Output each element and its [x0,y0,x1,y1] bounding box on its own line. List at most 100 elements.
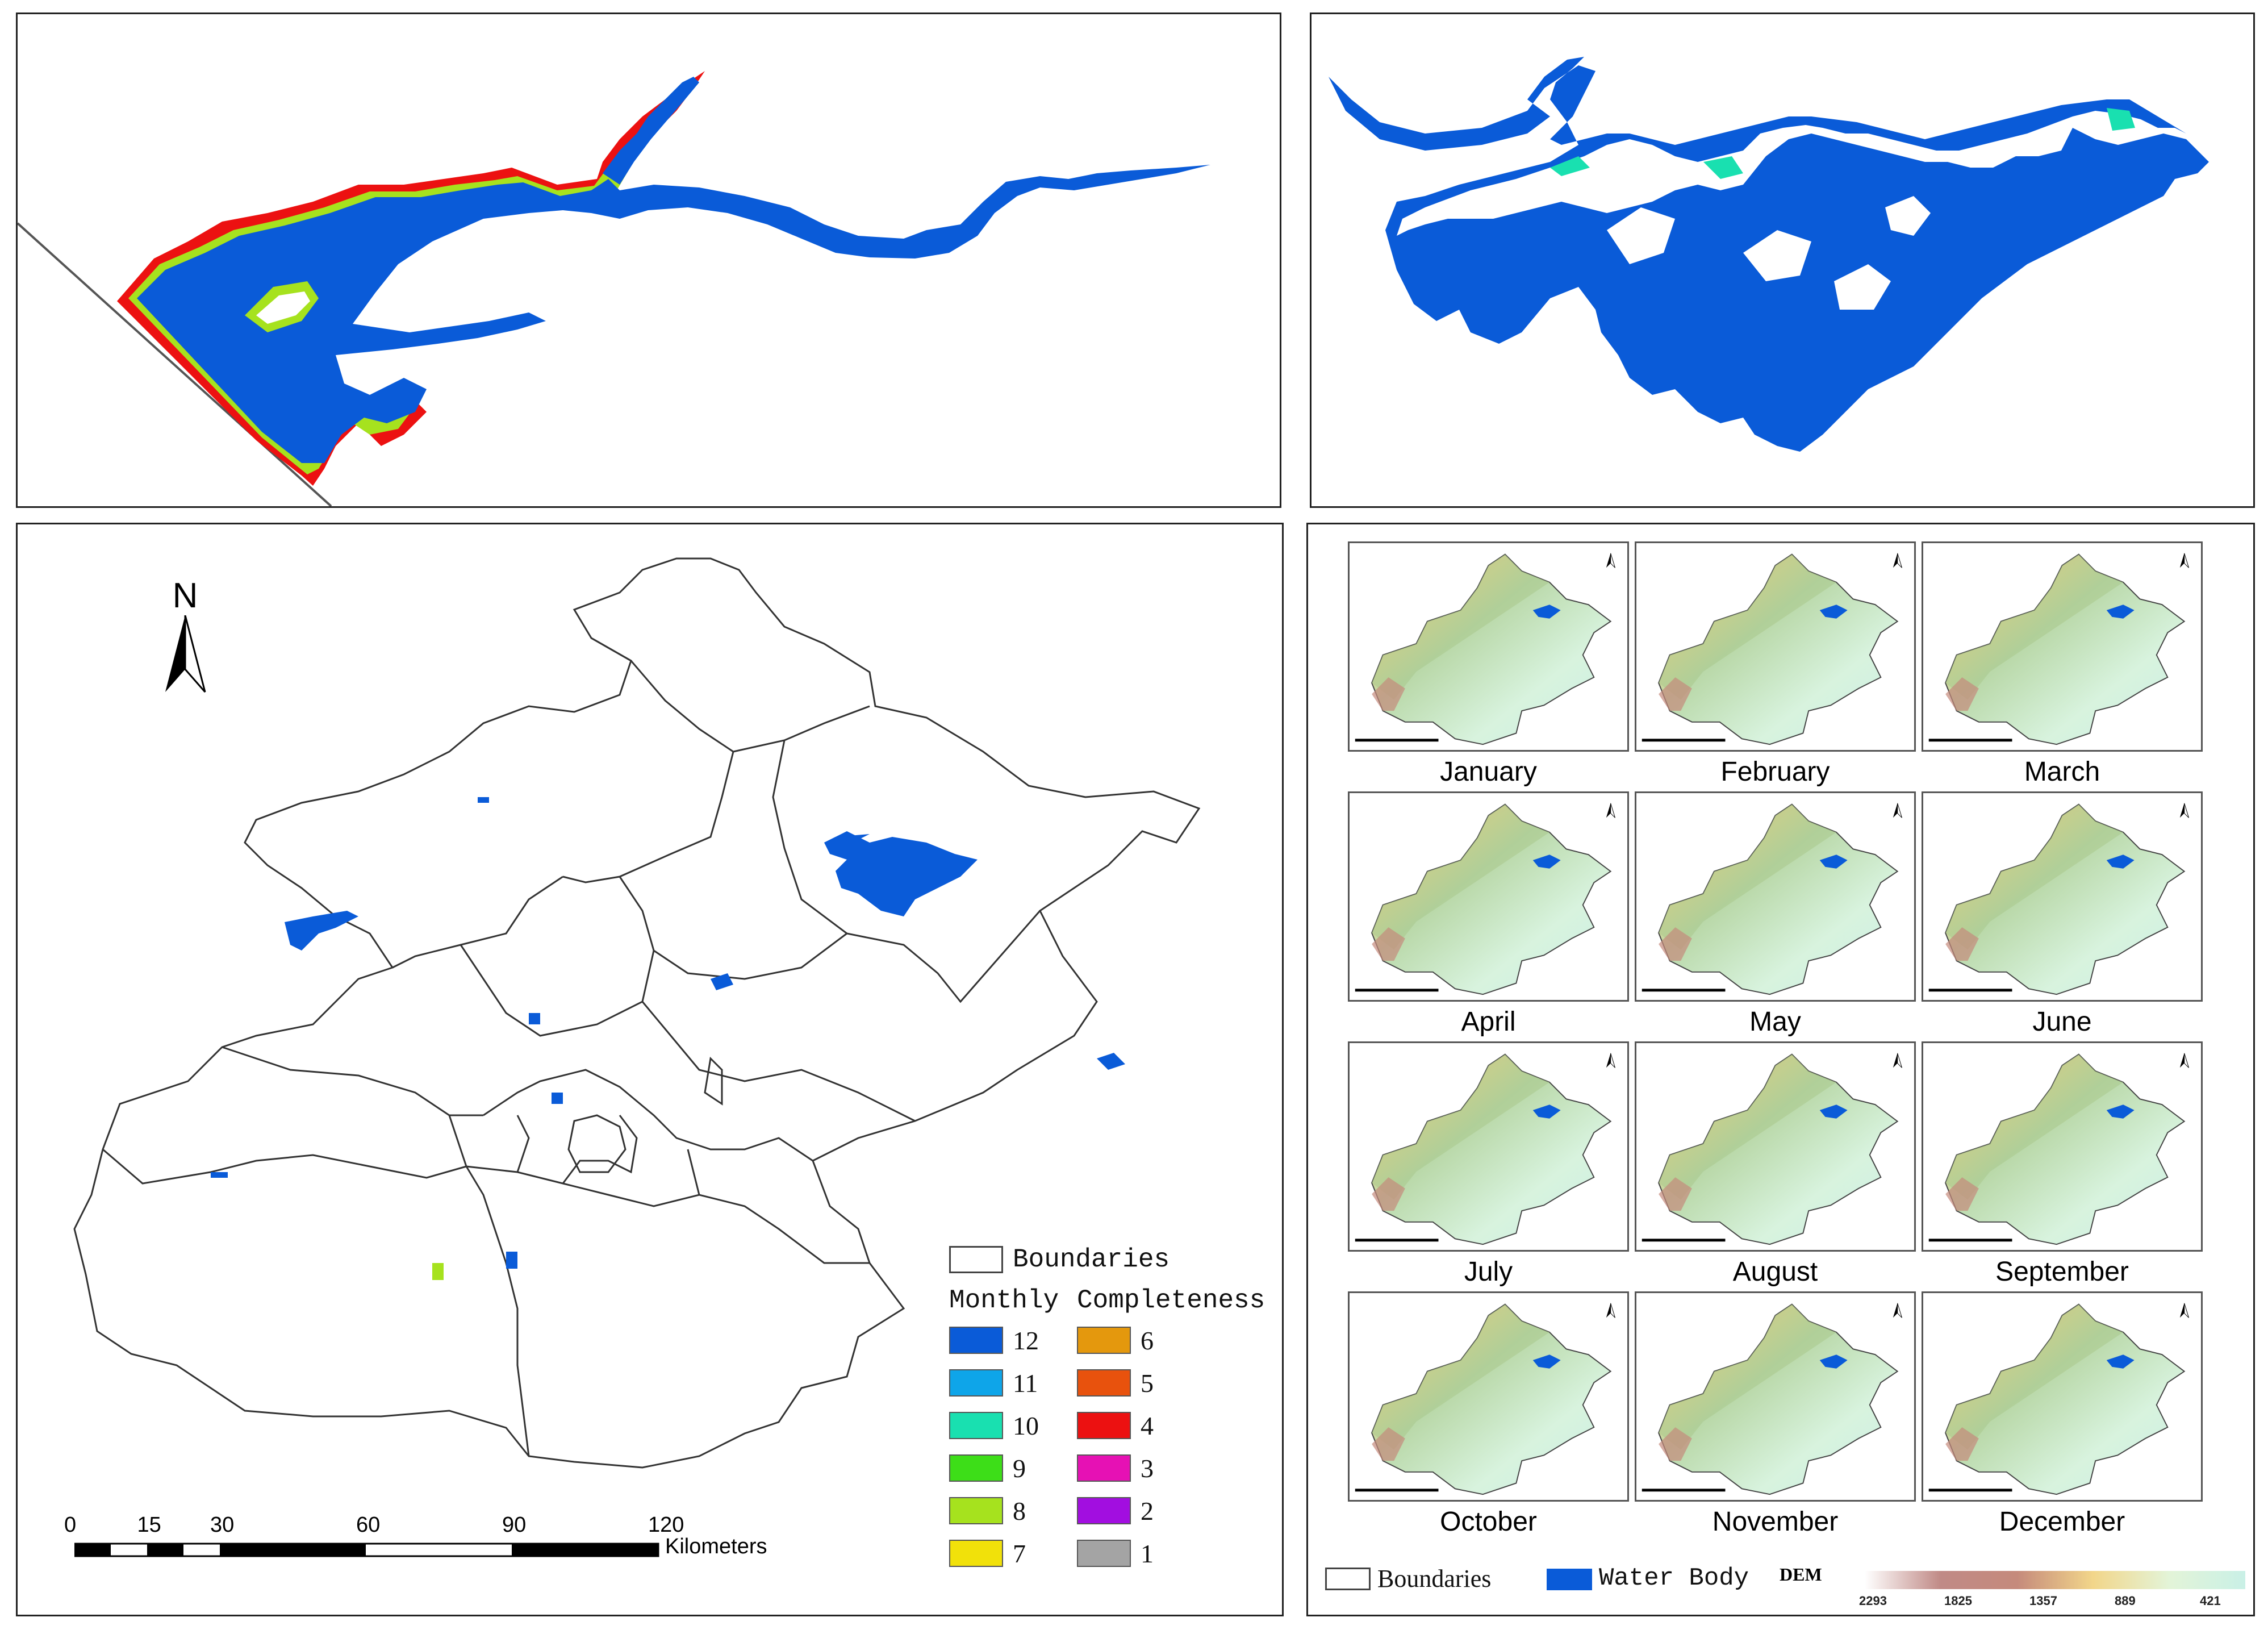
legend-swatch-7 [949,1540,1003,1567]
month-map-august [1635,1041,1916,1252]
month-map-april [1348,791,1629,1002]
district-boundary [516,1115,530,1173]
legend-water-swatch [1547,1569,1592,1590]
reservoir-detail-map-left [18,71,1210,506]
legend-swatch-1 [1077,1540,1131,1567]
legend-boundaries-label: Boundaries [1013,1245,1170,1274]
reservoir-island [1885,196,1931,236]
legend-boundaries-label: Boundaries [1377,1565,1492,1593]
month-label: March [2024,757,2100,787]
water-patch [211,1172,228,1178]
district-boundary [591,637,870,753]
district-boundary-line [18,222,332,506]
district-boundary [102,1148,467,1185]
district-boundary [448,1115,467,1167]
scale-tick-label: 90 [502,1513,527,1537]
legend-class-label: 6 [1141,1326,1154,1355]
month-map-february [1635,541,1916,752]
dem-tick-label: 1825 [1944,1594,1972,1608]
month-label: August [1732,1257,1818,1287]
completeness-legend: Boundaries Monthly Completeness 12 11 10 9 8… [949,1240,1279,1610]
legend-class-label: 10 [1013,1411,1039,1440]
legend-title-completeness: Completeness [1077,1286,1265,1315]
city-outer-boundary [73,557,1201,1469]
month-label: January [1440,757,1537,787]
north-label: N [172,576,198,615]
miyun-reservoir-branch [824,834,870,843]
legend-boundaries-swatch [1325,1568,1371,1590]
reservoir-detail-panel-right [1310,12,2255,508]
reservoir-island [1743,230,1811,281]
reservoir-detail-map-right [1329,57,2209,452]
scale-tick-label: 120 [648,1513,684,1537]
legend-swatch-12 [949,1327,1003,1354]
monthly-legend: Boundaries Water Body DEM 2293 1825 1357 88… [1325,1564,2251,1615]
reservoir-island-core [256,291,310,324]
district-boundary [392,876,563,969]
district-boundary [483,1069,813,1162]
dem-color-ramp [1865,1571,2245,1589]
dem-tick-label: 2293 [1859,1594,1887,1608]
district-boundary [619,876,847,980]
city-core-boundary [567,1114,626,1173]
reservoir-island [1607,207,1675,264]
month-map-may [1635,791,1916,1002]
scale-bar-unit: Kilometers [665,1535,767,1558]
scale-tick-label: 60 [356,1513,381,1537]
month-map-november [1635,1291,1916,1502]
legend-swatch-10 [949,1412,1003,1439]
reservoir-edge-high-completeness [1550,156,1590,176]
water-patch [552,1093,563,1104]
scale-bar-graphic [74,1543,659,1557]
month-map-october [1348,1291,1629,1502]
water-patch [506,1252,517,1269]
legend-class-label: 7 [1013,1539,1026,1568]
month-label: July [1464,1257,1513,1287]
month-label: December [1999,1507,2125,1537]
month-label: October [1440,1507,1537,1537]
north-arrow-icon [165,615,206,693]
month-label: November [1712,1507,1839,1537]
month-map-september [1922,1041,2203,1252]
upstream-channel [603,77,699,185]
legend-swatch-8 [949,1497,1003,1524]
reservoir-detail-panel-left [16,12,1281,508]
guanting-reservoir [285,911,358,951]
water-patch-low-completeness [432,1263,444,1280]
district-boundary [460,944,655,1037]
scale-bar: Kilometers 0 15 30 60 90 120 [64,1513,813,1581]
legend-class-label: 2 [1141,1497,1154,1525]
legend-swatch-6 [1077,1327,1131,1354]
legend-boundaries-swatch [949,1246,1003,1273]
month-map-july [1348,1041,1629,1252]
north-arrow: N [151,576,219,693]
reservoir-island [1834,264,1891,310]
legend-swatch-4 [1077,1412,1131,1439]
legend-swatch-5 [1077,1369,1131,1397]
scale-tick-label: 30 [210,1513,235,1537]
legend-class-label: 8 [1013,1497,1026,1525]
month-map-january [1348,541,1629,752]
scale-tick-label: 0 [64,1513,77,1537]
dem-tick-label: 1357 [2029,1594,2057,1608]
district-boundary [687,1149,700,1195]
month-map-december [1922,1291,2203,1502]
district-boundary [641,1001,916,1122]
dem-tick-label: 421 [2200,1594,2221,1608]
legend-class-label: 4 [1141,1411,1154,1440]
water-patch [1097,1053,1125,1070]
district-boundary [562,751,734,883]
water-patch [478,797,489,803]
reservoir-edge-high-completeness [1703,156,1743,179]
legend-class-label: 9 [1013,1454,1026,1483]
district-boundary [222,1046,483,1116]
water-patch [529,1013,540,1024]
district-boundary-map [73,557,1201,1469]
scale-tick-label: 15 [137,1513,161,1537]
dem-tick-label: 889 [2115,1594,2136,1608]
legend-swatch-9 [949,1454,1003,1482]
legend-class-label: 12 [1013,1326,1039,1355]
reservoir-edge-high-completeness [2107,108,2135,131]
legend-dem-label: DEM [1780,1564,1822,1585]
month-label: September [1995,1257,2129,1287]
